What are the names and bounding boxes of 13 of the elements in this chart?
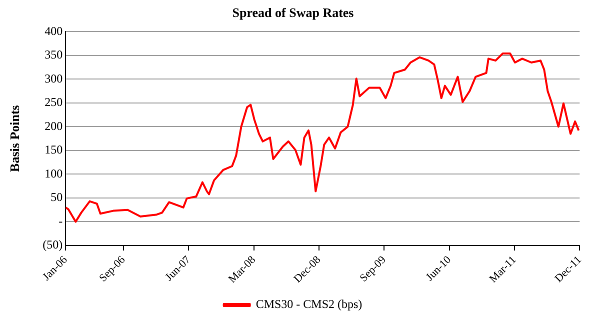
y-tick-label: 50	[50, 190, 63, 204]
y-tick-label: -	[58, 214, 63, 228]
y-axis-title: Basis Points	[7, 105, 22, 172]
y-tick-label: 200	[44, 118, 63, 133]
y-tick-label: 100	[44, 166, 63, 180]
y-tick-label: 400	[44, 24, 63, 38]
y-tick-label: 250	[44, 95, 63, 110]
y-tick-label: 150	[44, 142, 63, 157]
y-tick-label: (50)	[42, 238, 63, 252]
chart-title: Spread of Swap Rates	[232, 5, 354, 20]
y-tick-label: 300	[44, 71, 63, 86]
legend-label: CMS30 - CMS2 (bps)	[256, 297, 362, 312]
y-tick-label: 350	[44, 48, 63, 62]
